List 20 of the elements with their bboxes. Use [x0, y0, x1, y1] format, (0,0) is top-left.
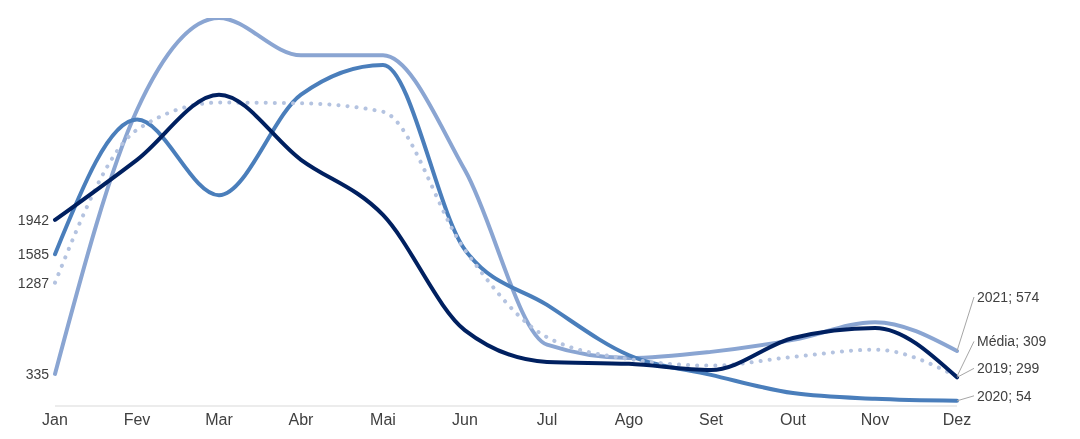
x-tick-label: Mai	[370, 411, 396, 429]
x-tick-label: Mar	[205, 411, 234, 429]
x-tick-label: Nov	[860, 411, 890, 429]
x-tick-label: Out	[780, 411, 807, 429]
data-label: 1585	[17, 246, 50, 263]
data-label: 1942	[17, 211, 50, 228]
x-tick-label: Set	[698, 411, 724, 429]
x-tick-label: Abr	[288, 411, 315, 429]
data-label: 1287	[17, 274, 50, 291]
x-tick-label: Dez	[942, 411, 972, 429]
annotation: 2019; 299	[977, 360, 1040, 377]
x-tick-label: Ago	[614, 411, 644, 429]
x-tick-label: Jun	[452, 411, 478, 429]
annotation: Média; 309	[977, 333, 1047, 350]
annotation: 2021; 574	[977, 289, 1040, 306]
data-label: 335	[25, 365, 50, 382]
x-tick-label: Fev	[123, 411, 151, 429]
x-tick-label: Jan	[42, 411, 68, 429]
annotation: 2020; 54	[977, 387, 1032, 404]
x-tick-label: Jul	[536, 411, 558, 429]
